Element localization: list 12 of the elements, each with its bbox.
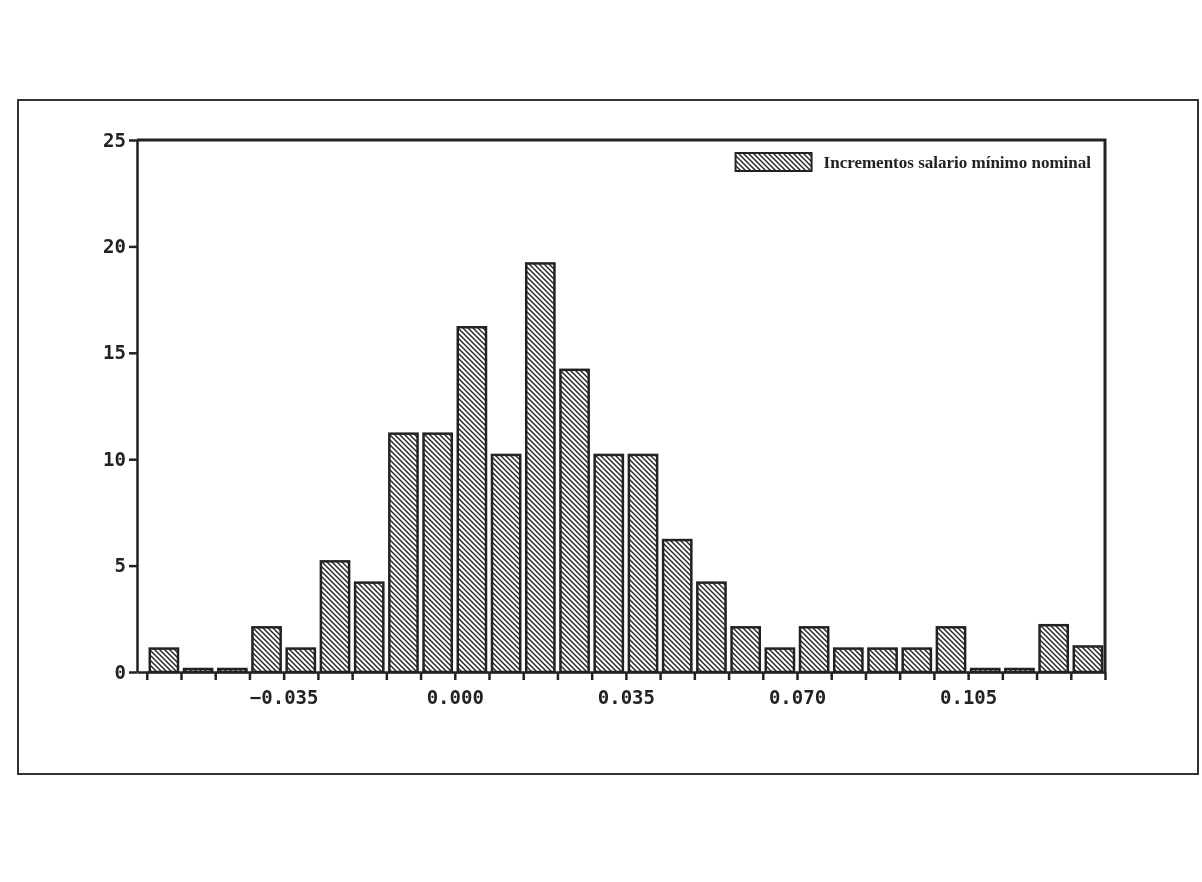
x-tick-label: 0.070 (768, 685, 827, 708)
x-tick-label: −0.035 (249, 685, 319, 708)
y-tick-label: 10 (103, 447, 126, 470)
y-tick-label: 25 (103, 128, 126, 151)
x-tick-label: 0.105 (940, 685, 998, 708)
y-tick-label: 0 (114, 660, 126, 683)
y-tick-label: 15 (103, 341, 126, 364)
x-tick-label: 0.000 (426, 685, 484, 708)
y-tick-label: 5 (114, 554, 126, 577)
y-tick-label: 20 (103, 234, 126, 257)
legend-label: Incrementos salario mínimo nominal (823, 153, 1092, 172)
x-tick-label: 0.035 (597, 685, 655, 708)
